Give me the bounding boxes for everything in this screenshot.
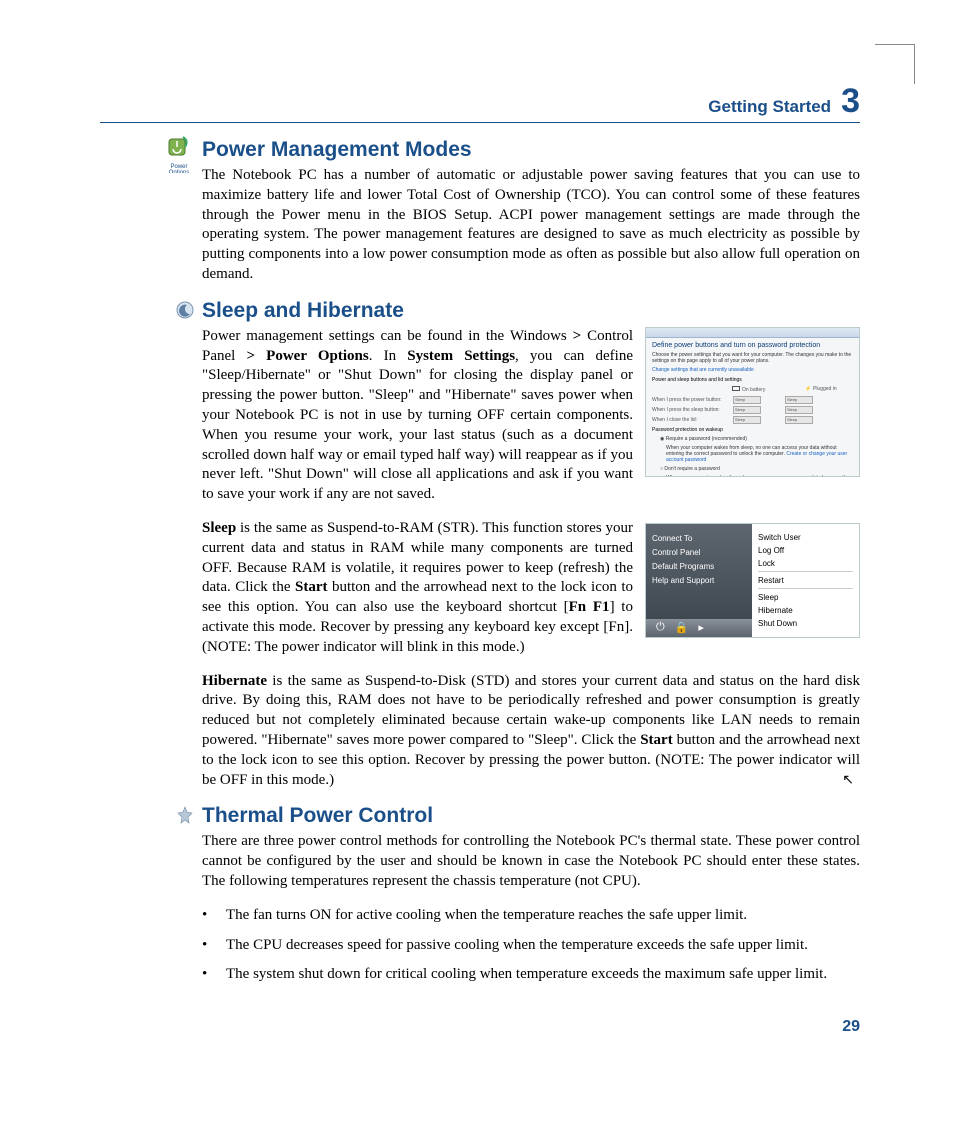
- figB-log-off: Log Off: [758, 546, 853, 555]
- figB-control-panel: Control Panel: [652, 548, 746, 557]
- figA-opt-require: Require a password (recommended): [666, 436, 747, 442]
- figA-row-lid: When I close the lid: Sleep Sleep: [652, 416, 853, 424]
- figA-col-battery: On battery: [742, 387, 765, 393]
- chapter-number: 3: [841, 84, 860, 118]
- figA-pw-group: Password protection on wakeup: [652, 427, 853, 433]
- figB-lock: Lock: [758, 559, 853, 572]
- body-sleep-p3: Hibernate is the same as Suspend-to-Disk…: [202, 672, 860, 791]
- screenshot-system-settings: Define power buttons and turn on passwor…: [645, 327, 860, 477]
- heading-sleep-hibernate: Sleep and Hibernate: [202, 299, 860, 323]
- section-power-management: Power Options Power Management Modes The…: [202, 138, 860, 285]
- screenshot-start-menu: Connect To Control Panel Default Program…: [645, 523, 860, 638]
- page-header: Getting Started 3: [45, 84, 860, 118]
- figB-power-bar: ⏻ 🔒 ▸: [646, 619, 752, 637]
- figA-group: Power and sleep buttons and lid settings: [652, 377, 853, 383]
- figB-hibernate: Hibernate: [758, 606, 853, 615]
- figA-sub: Choose the power settings that you want …: [652, 352, 853, 364]
- power-icon: ⏻: [656, 621, 665, 634]
- figA-col-plugged: Plugged in: [813, 386, 837, 392]
- section-sleep-hibernate: Sleep and Hibernate Define power buttons…: [202, 299, 860, 791]
- figB-connect-to: Connect To: [652, 534, 746, 543]
- figB-help-support: Help and Support: [652, 576, 746, 585]
- thermal-bullets: The fan turns ON for active cooling when…: [202, 906, 860, 985]
- figB-shut-down: Shut Down: [758, 619, 853, 628]
- body-power-management: The Notebook PC has a number of automati…: [202, 166, 860, 285]
- figB-restart: Restart: [758, 576, 853, 589]
- bullet-shutdown: The system shut down for critical coolin…: [202, 965, 860, 985]
- power-options-icon: Power Options: [162, 136, 196, 170]
- section-title: Getting Started: [708, 97, 831, 117]
- page-number: 29: [842, 1018, 860, 1036]
- chevron-right-icon: ▸: [698, 621, 704, 634]
- thermal-icon: [174, 804, 196, 826]
- heading-power-management: Power Management Modes: [202, 138, 860, 162]
- header-rule: [100, 122, 860, 123]
- heading-thermal: Thermal Power Control: [202, 804, 860, 828]
- bullet-fan: The fan turns ON for active cooling when…: [202, 906, 860, 926]
- sleep-icon: [174, 299, 196, 321]
- figA-link: Change settings that are currently unava…: [652, 367, 853, 373]
- crop-mark: [875, 44, 915, 84]
- figB-left-column: Connect To Control Panel Default Program…: [652, 529, 746, 590]
- figA-row-power-button: When I press the power button: Sleep Sle…: [652, 396, 853, 404]
- figA-row-sleep-button: When I press the sleep button: Sleep Sle…: [652, 406, 853, 414]
- section-thermal: Thermal Power Control There are three po…: [202, 804, 860, 985]
- lock-icon: 🔒: [675, 621, 689, 634]
- figB-right-column: Switch User Log Off Lock Restart Sleep H…: [752, 524, 859, 637]
- content-area: Power Options Power Management Modes The…: [145, 138, 860, 995]
- figB-sleep: Sleep: [758, 593, 853, 602]
- figB-default-programs: Default Programs: [652, 562, 746, 571]
- figB-switch-user: Switch User: [758, 533, 853, 542]
- svg-text:Options: Options: [169, 170, 190, 173]
- body-thermal-intro: There are three power control methods fo…: [202, 832, 860, 891]
- figA-column-headers: On battery ⚡ Plugged in: [732, 386, 853, 393]
- bullet-cpu: The CPU decreases speed for passive cool…: [202, 936, 860, 956]
- page-frame: Getting Started 3 Power Options Power Ma…: [45, 30, 915, 1070]
- figA-opt-norequire: Don't require a password: [664, 466, 719, 472]
- figA-title: Define power buttons and turn on passwor…: [652, 342, 853, 349]
